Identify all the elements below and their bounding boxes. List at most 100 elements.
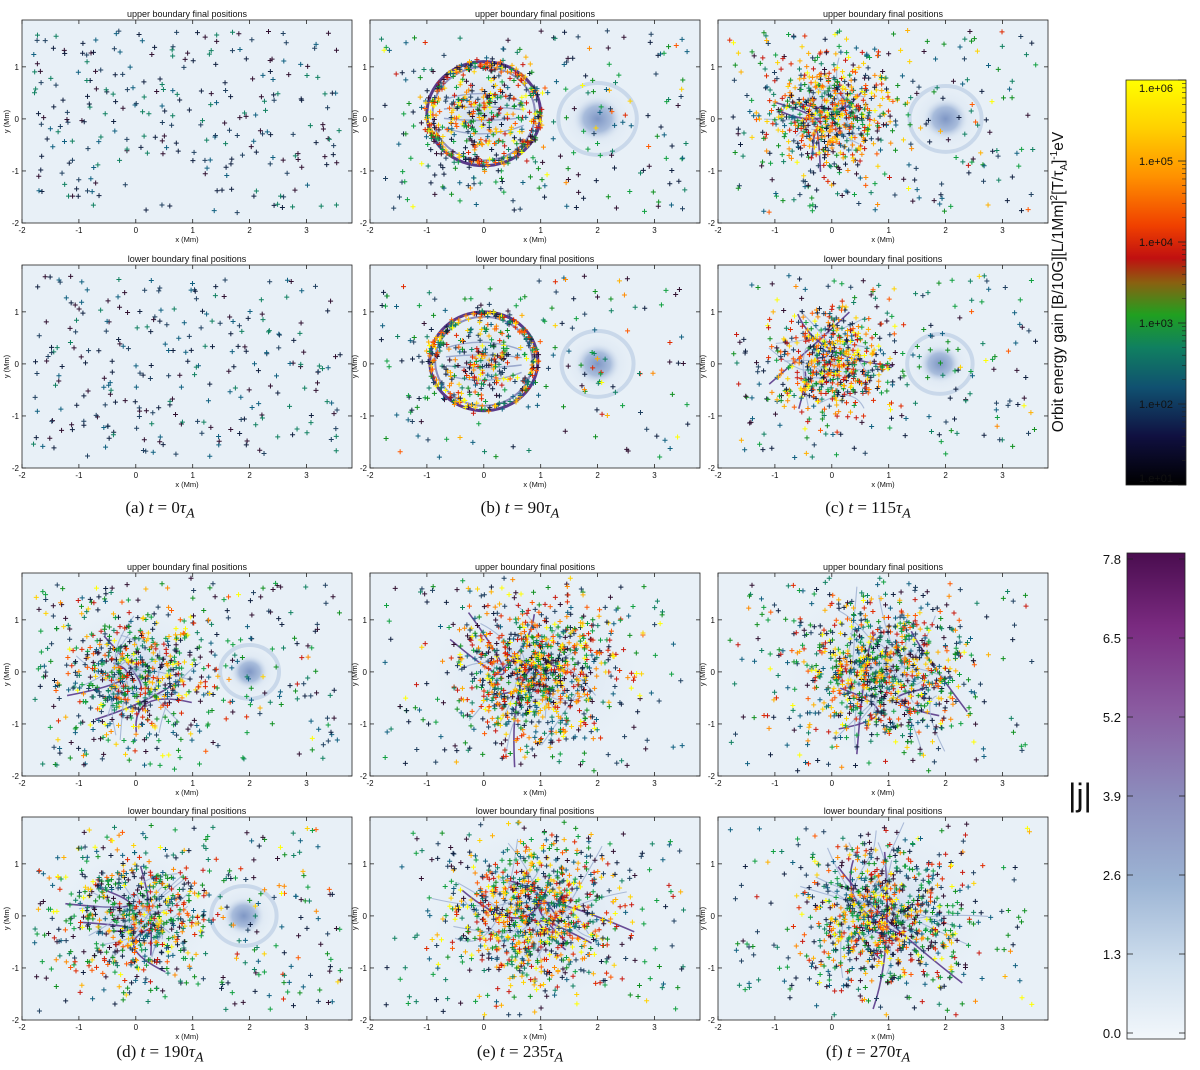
- particle-marker: [152, 314, 158, 320]
- particle-marker: [199, 430, 205, 436]
- particle-marker: [412, 35, 418, 41]
- particle-marker: [571, 150, 577, 156]
- particle-marker: [79, 279, 85, 285]
- particle-marker: [209, 318, 215, 324]
- particle-marker: [32, 90, 38, 96]
- particle-marker: [127, 64, 133, 70]
- x-tick-label: 2: [247, 226, 252, 235]
- particle-marker: [198, 88, 204, 94]
- particle-marker: [607, 106, 613, 112]
- particle-marker: [474, 57, 480, 63]
- particle-marker: [469, 126, 475, 132]
- particle-marker: [489, 56, 495, 62]
- particle-marker: [669, 167, 675, 173]
- x-tick-label: 1: [190, 779, 195, 788]
- particle-marker: [551, 119, 557, 125]
- particle-marker: [81, 422, 87, 428]
- particle-marker: [492, 99, 498, 105]
- x-tick-label: -2: [366, 226, 374, 235]
- particle-marker: [328, 298, 334, 304]
- particle-marker: [501, 151, 507, 157]
- particle-marker: [223, 164, 229, 170]
- particle-marker: [620, 119, 626, 125]
- particle-marker: [523, 54, 529, 60]
- particle-marker: [199, 118, 205, 124]
- current-blob: [230, 654, 269, 690]
- particle-marker: [56, 373, 62, 379]
- particle-marker: [38, 80, 44, 86]
- particle-marker: [193, 364, 199, 370]
- particle-marker: [152, 44, 158, 50]
- particle-marker: [271, 92, 277, 98]
- particle-marker: [428, 180, 434, 186]
- particle-marker: [429, 129, 435, 135]
- y-axis-label: y (Mm): [2, 109, 11, 133]
- particle-marker: [76, 177, 82, 183]
- particle-marker: [69, 157, 75, 163]
- particle-marker: [61, 138, 67, 144]
- particle-marker: [47, 126, 53, 132]
- particle-marker: [34, 61, 40, 67]
- particle-marker: [499, 175, 505, 181]
- particle-marker: [500, 89, 506, 95]
- particle-marker: [182, 56, 188, 62]
- particle-marker: [173, 140, 179, 146]
- particle-marker: [247, 309, 253, 315]
- particle-marker: [276, 331, 282, 337]
- particle-marker: [498, 105, 504, 111]
- particle-marker: [606, 87, 612, 93]
- x-tick-label: -1: [75, 779, 83, 788]
- particle-marker: [490, 132, 496, 138]
- particle-marker: [448, 152, 454, 158]
- particle-marker: [143, 207, 149, 213]
- particle-marker: [141, 437, 147, 443]
- particle-marker: [222, 80, 228, 86]
- x-tick-label: 0: [482, 226, 487, 235]
- particle-marker: [500, 46, 506, 52]
- particle-marker: [276, 345, 282, 351]
- particle-marker: [72, 302, 78, 308]
- particle-marker: [292, 153, 298, 159]
- x-tick-label: 1: [538, 471, 543, 480]
- particle-marker: [74, 186, 80, 192]
- particle-marker: [495, 138, 501, 144]
- particle-marker: [440, 165, 446, 171]
- x-tick-label: -1: [75, 226, 83, 235]
- particle-marker: [275, 201, 281, 207]
- particle-marker: [267, 68, 273, 74]
- particle-marker: [238, 416, 244, 422]
- particle-marker: [542, 85, 548, 91]
- particle-marker: [117, 341, 123, 347]
- particle-marker: [167, 203, 173, 209]
- particle-marker: [171, 306, 177, 312]
- particle-marker: [50, 418, 56, 424]
- particle-marker: [527, 109, 533, 115]
- particle-marker: [320, 122, 326, 128]
- particle-marker: [433, 151, 439, 157]
- particle-marker: [299, 164, 305, 170]
- particle-marker: [106, 435, 112, 441]
- particle-marker: [157, 76, 163, 82]
- particle-marker: [133, 363, 139, 369]
- particle-marker: [34, 32, 40, 38]
- x-axis-label: x (Mm): [871, 235, 895, 244]
- particle-marker: [161, 133, 167, 139]
- particle-marker: [213, 284, 219, 290]
- particle-marker: [36, 333, 42, 339]
- particle-marker: [466, 156, 472, 162]
- particle-marker: [486, 119, 492, 125]
- particle-marker: [597, 152, 603, 158]
- y-tick-label: -2: [708, 219, 716, 228]
- particle-marker: [239, 328, 245, 334]
- particle-marker: [69, 422, 75, 428]
- particle-marker: [410, 204, 416, 210]
- particle-marker: [159, 138, 165, 144]
- particle-marker: [179, 419, 185, 425]
- x-tick-label: 1: [886, 226, 891, 235]
- x-tick-label: 2: [595, 471, 600, 480]
- particle-marker: [93, 180, 99, 186]
- particle-marker: [419, 161, 425, 167]
- particle-marker: [57, 123, 63, 129]
- particle-marker: [328, 436, 334, 442]
- particle-marker: [519, 72, 525, 78]
